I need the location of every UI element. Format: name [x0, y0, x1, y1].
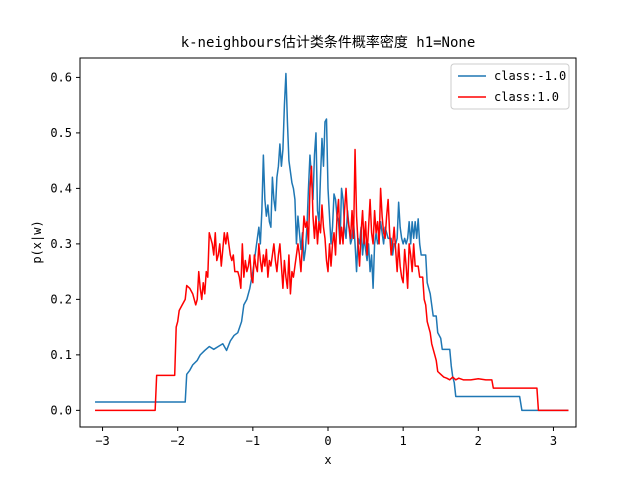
- y-tick-label: 0.3: [50, 237, 72, 251]
- x-tick-label: −2: [170, 434, 184, 448]
- y-tick-label: 0.0: [50, 403, 72, 417]
- x-tick-label: −3: [95, 434, 109, 448]
- y-tick-label: 0.2: [50, 292, 72, 306]
- x-axis: −3 −2 −1 0 1 2 3: [95, 427, 557, 448]
- y-tick-label: 0.6: [50, 70, 72, 84]
- x-tick-label: 3: [550, 434, 557, 448]
- x-tick-label: 2: [475, 434, 482, 448]
- legend-label-class-pos: class:1.0: [494, 90, 559, 104]
- y-axis-label: p(x|w): [30, 220, 44, 263]
- series-layer: [95, 72, 569, 412]
- y-tick-label: 0.4: [50, 181, 72, 195]
- series-line-class-pos: [95, 148, 569, 412]
- x-tick-label: −1: [246, 434, 260, 448]
- x-tick-label: 1: [400, 434, 407, 448]
- y-tick-label: 0.1: [50, 348, 72, 362]
- legend-label-class-neg: class:-1.0: [494, 69, 566, 83]
- y-axis: 0.0 0.1 0.2 0.3 0.4 0.5 0.6: [50, 70, 80, 417]
- chart-title: k-neighbours估计类条件概率密度 h1=None: [181, 34, 476, 51]
- x-axis-label: x: [324, 453, 331, 467]
- x-tick-label: 0: [324, 434, 331, 448]
- y-tick-label: 0.5: [50, 126, 72, 140]
- legend: class:-1.0 class:1.0: [450, 63, 570, 110]
